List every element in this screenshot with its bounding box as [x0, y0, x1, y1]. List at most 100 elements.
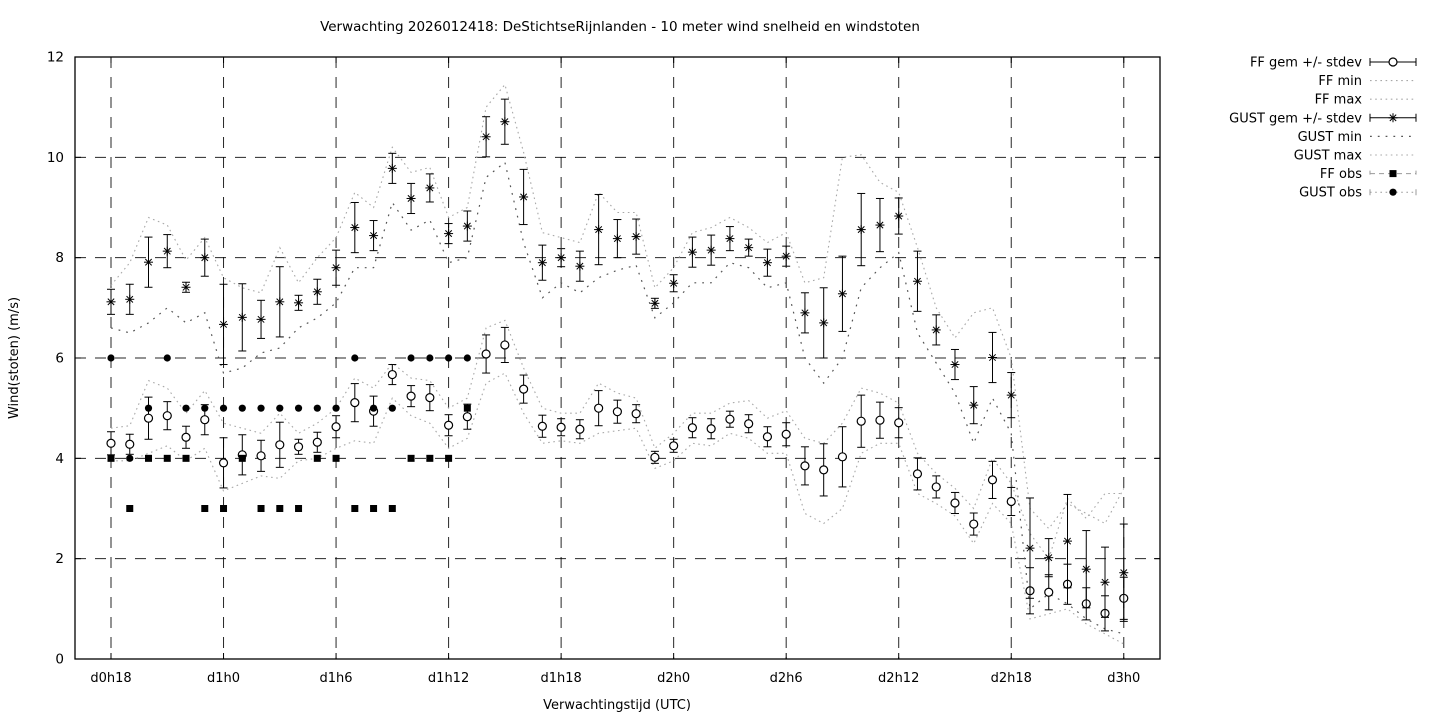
- gust-mean-marker: [462, 221, 472, 231]
- x-tick-label: d1h0: [207, 671, 240, 686]
- ff-mean-marker: [594, 403, 604, 413]
- gust-obs-marker: [201, 404, 209, 412]
- ff-mean-marker: [575, 424, 585, 434]
- ff-mean-marker: [143, 413, 154, 423]
- gust-mean-marker: [556, 253, 566, 263]
- gust-mean-marker: [1044, 553, 1054, 563]
- legend-label: FF obs: [1320, 167, 1362, 182]
- ff-obs-marker: [238, 454, 246, 462]
- gust-mean-marker: [762, 258, 772, 268]
- gust-obs-marker: [388, 404, 396, 412]
- ff-obs-marker: [351, 505, 359, 512]
- gust-obs-marker: [351, 354, 359, 362]
- ff-mean-marker: [200, 415, 210, 425]
- gust-obs-marker: [369, 404, 378, 412]
- gust-mean-marker: [950, 360, 960, 370]
- gust-mean-marker: [781, 251, 791, 261]
- gust-mean-marker: [256, 314, 266, 324]
- ff-obs-marker: [445, 454, 453, 462]
- ff-mean-marker: [781, 429, 791, 439]
- gust-mean-marker: [931, 325, 941, 335]
- gust-obs-marker: [107, 354, 115, 362]
- data-series: [106, 83, 1129, 645]
- ff-mean-marker: [1006, 496, 1016, 507]
- gust-mean-marker: [1006, 390, 1016, 400]
- grid-lines: [75, 57, 1160, 659]
- series-ff-min: [111, 372, 1125, 645]
- ff-mean-marker: [443, 420, 454, 430]
- ff-mean-marker: [125, 439, 135, 449]
- legend-label: FF max: [1315, 93, 1363, 108]
- ff-mean-marker: [969, 519, 979, 529]
- x-tick-label: d2h0: [657, 671, 690, 686]
- gust-mean-marker: [200, 253, 210, 263]
- ff-mean-marker: [856, 416, 866, 426]
- ff-obs-marker: [276, 505, 284, 512]
- y-tick-label: 10: [47, 150, 64, 166]
- gust-mean-marker: [350, 223, 360, 233]
- gust-mean-marker: [856, 225, 866, 235]
- gust-mean-marker: [912, 276, 922, 286]
- gust-mean-marker: [687, 247, 697, 257]
- gust-mean-marker: [144, 257, 154, 267]
- legend-item-gust-gem-stdev: GUST gem +/- stdev: [1229, 111, 1417, 126]
- ff-mean-marker: [987, 475, 998, 485]
- legend-label: GUST max: [1294, 149, 1363, 164]
- gust-mean-marker: [1063, 536, 1073, 546]
- legend-item-gust-max: GUST max: [1294, 149, 1416, 164]
- ff-obs-marker: [332, 454, 340, 462]
- gust-mean-marker: [519, 192, 529, 202]
- ff-mean-marker: [762, 432, 773, 442]
- gust-mean-marker: [987, 352, 997, 362]
- legend-item-ff-gem-stdev: FF gem +/- stdev: [1250, 56, 1417, 71]
- x-tick-label: d0h18: [90, 671, 131, 686]
- gust-obs-marker: [126, 454, 134, 462]
- gust-obs-marker: [313, 404, 321, 412]
- legend-label: FF gem +/- stdev: [1250, 56, 1362, 71]
- ff-mean-marker: [650, 452, 660, 462]
- x-tick-label: d2h18: [991, 671, 1032, 686]
- gust-mean-marker: [406, 193, 416, 203]
- ff-obs-marker: [201, 505, 209, 512]
- legend-item-ff-obs: FF obs: [1320, 167, 1417, 182]
- gust-mean-marker: [819, 318, 829, 328]
- ff-obs-marker: [313, 454, 321, 462]
- ff-mean-marker: [425, 393, 435, 403]
- gust-mean-marker: [800, 308, 810, 318]
- x-tick-label: d2h6: [770, 671, 803, 686]
- ff-mean-marker: [612, 407, 622, 417]
- ff-mean-marker: [331, 422, 341, 432]
- ff-mean-marker: [894, 418, 904, 428]
- x-axis-label: Verwachtingstijd (UTC): [543, 698, 691, 713]
- legend-label: FF min: [1318, 74, 1362, 89]
- y-tick-label: 0: [55, 652, 64, 668]
- chart-title: Verwachting 2026012418: DeStichtseRijnla…: [320, 19, 920, 35]
- legend-sample-dashed-square: [1369, 170, 1417, 178]
- gust-mean-marker: [219, 319, 229, 329]
- gust-mean-marker: [275, 297, 285, 307]
- legend-item-ff-max: FF max: [1315, 93, 1416, 108]
- gust-mean-marker: [369, 231, 379, 241]
- legend-sample-dotted-bullet: [1369, 188, 1417, 196]
- chart-legend: FF gem +/- stdev FF min FF max GUST gem +/-…: [1229, 56, 1417, 201]
- ff-mean-marker: [875, 415, 885, 425]
- gust-mean-marker: [837, 289, 847, 299]
- series-gust-max: [110, 83, 1125, 530]
- gust-mean-marker: [106, 297, 116, 307]
- series-gust-obs: [107, 354, 471, 462]
- plot-border: [74, 56, 1161, 660]
- legend-label: GUST gem +/- stdev: [1229, 111, 1362, 126]
- series-gust-gem: [106, 98, 1129, 622]
- series-ff-max: [110, 319, 1124, 560]
- ff-mean-marker: [669, 441, 679, 451]
- x-tick-label: d2h12: [878, 671, 919, 686]
- ff-obs-marker: [463, 404, 471, 412]
- x-tick-label: d1h12: [428, 671, 469, 686]
- y-tick-label: 8: [55, 250, 64, 266]
- legend-item-ff-min: FF min: [1318, 74, 1416, 89]
- gust-mean-marker: [1025, 543, 1035, 553]
- gust-mean-marker: [444, 229, 454, 239]
- gust-mean-marker: [669, 278, 679, 288]
- gust-mean-marker: [162, 246, 172, 256]
- ff-mean-marker: [312, 437, 322, 447]
